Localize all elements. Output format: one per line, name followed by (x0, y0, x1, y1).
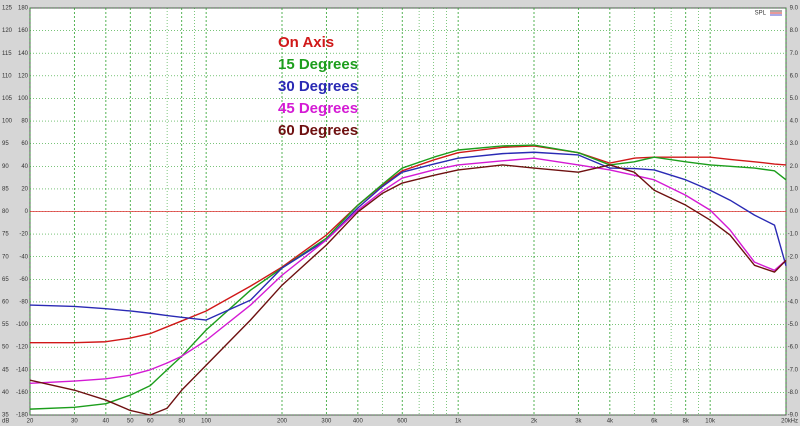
phase-tick-label: 60 (21, 141, 28, 147)
x-tick-label: 8k (683, 419, 690, 425)
y2-tick-label: 7.0 (790, 51, 799, 57)
x-tick-label: 80 (178, 419, 185, 425)
y2-tick-label: -2.0 (788, 254, 799, 260)
phase-tick-label: -40 (19, 254, 28, 260)
y2-tick-label: -5.0 (788, 322, 799, 328)
y-axis-label: dB (2, 419, 9, 425)
legend-icon (770, 10, 782, 16)
phase-tick-label: -20 (19, 232, 28, 238)
phase-tick-label: -80 (19, 300, 28, 306)
y-tick-label: 45 (2, 367, 9, 373)
y-tick-label: 35 (2, 413, 9, 419)
x-tick-label: 3k (575, 419, 582, 425)
y-tick-label: 115 (2, 51, 12, 57)
y2-tick-label: 1.0 (790, 186, 799, 192)
y2-tick-label: -8.0 (788, 390, 799, 396)
y2-tick-label: 9.0 (790, 6, 799, 12)
phase-tick-label: 40 (21, 164, 28, 170)
x-tick-label: 10k (705, 419, 716, 425)
y2-tick-label: 4.0 (790, 119, 799, 125)
phase-tick-label: 160 (18, 28, 29, 34)
y-tick-label: 100 (2, 119, 13, 125)
x-tick-label: 2k (531, 419, 538, 425)
x-tick-label: 50 (127, 419, 134, 425)
x-tick-label: 600 (397, 419, 408, 425)
phase-tick-label: 20 (21, 186, 28, 192)
y-tick-label: 75 (2, 232, 9, 238)
x-tick-label: 40 (103, 419, 110, 425)
y-tick-label: 110 (2, 73, 12, 79)
y-tick-label: 65 (2, 277, 9, 283)
x-tick-label: 100 (201, 419, 212, 425)
series-line (30, 145, 787, 344)
y2-tick-label: -7.0 (788, 367, 799, 373)
phase-tick-label: -120 (16, 345, 29, 351)
y-tick-label: 40 (2, 390, 9, 396)
y2-tick-label: -4.0 (788, 300, 799, 306)
phase-tick-label: 80 (21, 119, 28, 125)
phase-tick-label: 180 (18, 6, 29, 12)
x-tick-label: 20 (27, 419, 34, 425)
y2-tick-label: 8.0 (790, 28, 799, 34)
y-tick-label: 95 (2, 141, 9, 147)
x-tick-label: 4k (607, 419, 614, 425)
y2-tick-label: -1.0 (788, 232, 799, 238)
x-tick-label: 6k (651, 419, 658, 425)
x-tick-label: 60 (147, 419, 154, 425)
x-tick-label: 1k (455, 419, 462, 425)
phase-tick-label: 120 (18, 73, 29, 79)
y2-tick-label: 2.0 (790, 164, 799, 170)
y2-tick-label: 0.0 (790, 209, 799, 215)
series-line (29, 164, 787, 416)
x-tick-label: 30 (71, 419, 78, 425)
y-tick-label: 85 (2, 186, 9, 192)
phase-tick-label: -60 (19, 277, 28, 283)
phase-tick-label: 140 (18, 51, 29, 57)
y-tick-label: 80 (2, 209, 9, 215)
y-tick-label: 90 (2, 164, 9, 170)
y-tick-label: 60 (2, 300, 9, 306)
phase-tick-label: 0 (25, 209, 29, 215)
legend-entry: 60 Degrees (278, 122, 358, 139)
y2-tick-label: 6.0 (790, 73, 799, 79)
y-tick-label: 55 (2, 322, 9, 328)
phase-tick-label: -140 (16, 367, 29, 373)
phase-tick-label: 100 (18, 96, 29, 102)
y2-tick-label: 5.0 (790, 96, 799, 102)
chart-title: SPL (755, 11, 767, 17)
y-tick-label: 50 (2, 345, 9, 351)
phase-tick-label: -160 (16, 390, 29, 396)
x-tick-label: 20k (781, 419, 792, 425)
legend-entry: 30 Degrees (278, 78, 358, 95)
y-tick-label: 70 (2, 254, 9, 260)
y2-tick-label: 3.0 (790, 141, 799, 147)
x-axis-label: Hz (791, 419, 798, 425)
legend-entry: On Axis (278, 34, 334, 51)
series-line (29, 157, 787, 385)
y-tick-label: 120 (2, 28, 13, 34)
series-line (29, 144, 787, 410)
x-tick-label: 300 (321, 419, 332, 425)
y2-tick-label: -6.0 (788, 345, 799, 351)
legend-entry: 15 Degrees (278, 56, 358, 73)
phase-tick-label: -100 (16, 322, 29, 328)
legend-entry: 45 Degrees (278, 100, 358, 117)
y2-tick-label: -3.0 (788, 277, 799, 283)
series-line (29, 151, 787, 321)
x-tick-label: 200 (277, 419, 288, 425)
phase-tick-label: -180 (16, 413, 29, 419)
y2-tick-label: -9.0 (788, 413, 799, 419)
y-tick-label: 125 (2, 6, 13, 12)
y-tick-label: 105 (2, 96, 13, 102)
x-tick-label: 400 (353, 419, 364, 425)
